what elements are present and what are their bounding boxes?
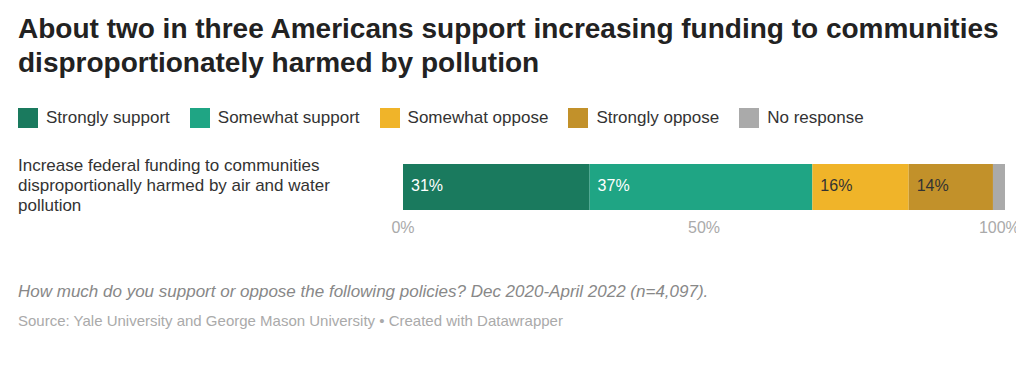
svg-text:100%: 100% (979, 219, 1016, 236)
svg-text:50%: 50% (688, 219, 720, 236)
svg-text:14%: 14% (917, 177, 949, 194)
html-text:No response: No response (767, 108, 864, 127)
html-text:How much do you support or opp: How much do you support or oppose the fo… (18, 282, 709, 301)
html-text:Somewhat oppose: Somewhat oppose (407, 108, 549, 127)
html-text:Source: Yale University and Ge: Source: Yale University and George Mason… (18, 312, 563, 329)
svg-text:31%: 31% (411, 177, 443, 194)
svg-text:37%: 37% (598, 177, 630, 194)
svg-text:0%: 0% (391, 219, 414, 236)
html-text:Strongly oppose: Strongly oppose (596, 108, 720, 127)
html-text:About two in three Americans s: About two in three Americans support inc… (18, 13, 999, 78)
html-text:Strongly support: Strongly support (46, 108, 170, 127)
html-text:Somewhat support: Somewhat support (217, 108, 360, 127)
svg-text:Increase federal funding to co: Increase federal funding to communitiesd… (18, 156, 330, 215)
svg-text:16%: 16% (820, 177, 852, 194)
